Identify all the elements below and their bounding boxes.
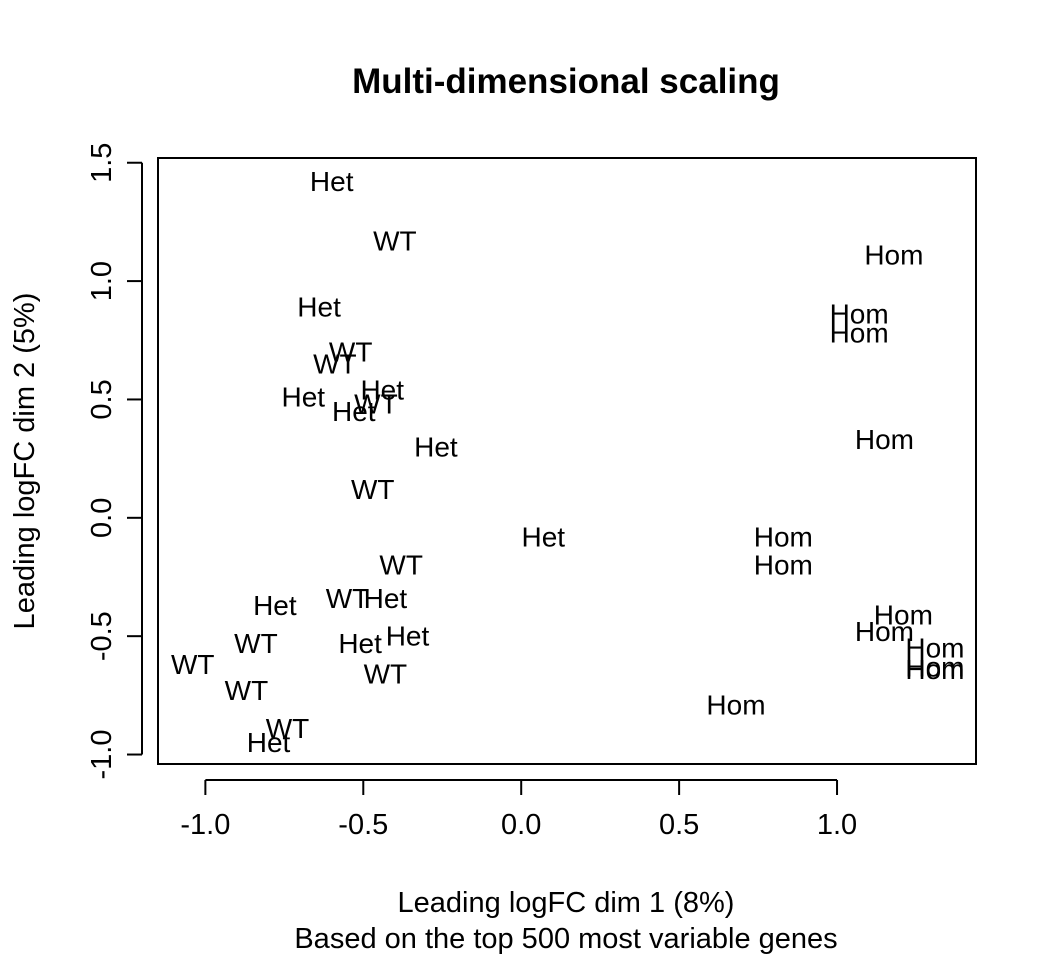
plot-area [157,157,977,765]
x-tick-label: 0.5 [659,809,699,841]
point-label: WT [379,550,423,581]
point-label: Het [297,292,341,323]
point-label: Hom [855,424,914,455]
point-label: WT [326,583,370,614]
point-label: Hom [905,654,964,685]
point-label: Het [310,166,354,197]
point-label: Hom [905,651,964,682]
point-label: Het [281,382,325,413]
y-axis-label: Leading logFC dim 2 (5%) [9,293,41,630]
x-tick-label: -1.0 [180,809,230,841]
point-label: Het [360,374,404,405]
point-label: Het [332,396,376,427]
point-label: Het [338,628,382,659]
x-tick-label: 1.0 [817,809,857,841]
point-label: Het [253,590,297,621]
point-label: Het [414,431,458,462]
point-label: Hom [855,616,914,647]
point-label: Het [386,621,430,652]
y-tick-label: 0.5 [86,379,118,419]
chart-title: Multi-dimensional scaling [352,62,780,101]
x-tick-label: -0.5 [338,809,388,841]
y-axis: -1.0 -0.5 0.0 0.5 1.0 1.5 [86,143,143,780]
point-label: WT [354,389,398,420]
y-tick-label: -0.5 [86,611,118,661]
x-axis: -1.0 -0.5 0.0 0.5 1.0 [180,779,857,841]
point-label: Hom [830,318,889,349]
point-label: Het [364,583,408,614]
point-label: WT [329,337,373,368]
x-axis-label: Leading logFC dim 1 (8%) [398,887,735,919]
point-label: WT [266,713,310,744]
y-tick-label: -1.0 [86,730,118,780]
y-tick-label: 0.0 [86,498,118,538]
point-label: WT [351,474,395,505]
point-label: Hom [864,240,923,271]
y-tick-label: 1.0 [86,261,118,301]
point-label: WT [234,628,278,659]
point-label: WT [373,225,417,256]
point-label: Hom [754,550,813,581]
y-tick-label: 1.5 [86,143,118,183]
point-label: WT [171,649,215,680]
point-label: Hom [905,633,964,664]
x-tick-label: 0.0 [501,809,541,841]
point-label: Het [522,521,566,552]
point-label: WT [313,348,357,379]
point-label: Hom [706,689,765,720]
point-label: Hom [754,521,813,552]
point-label: Hom [874,599,933,630]
point-label: Hom [830,299,889,330]
point-label: WT [225,675,269,706]
point-label: Het [247,727,291,758]
chart-subtitle: Based on the top 500 most variable genes [294,923,837,955]
point-label: WT [364,659,408,690]
